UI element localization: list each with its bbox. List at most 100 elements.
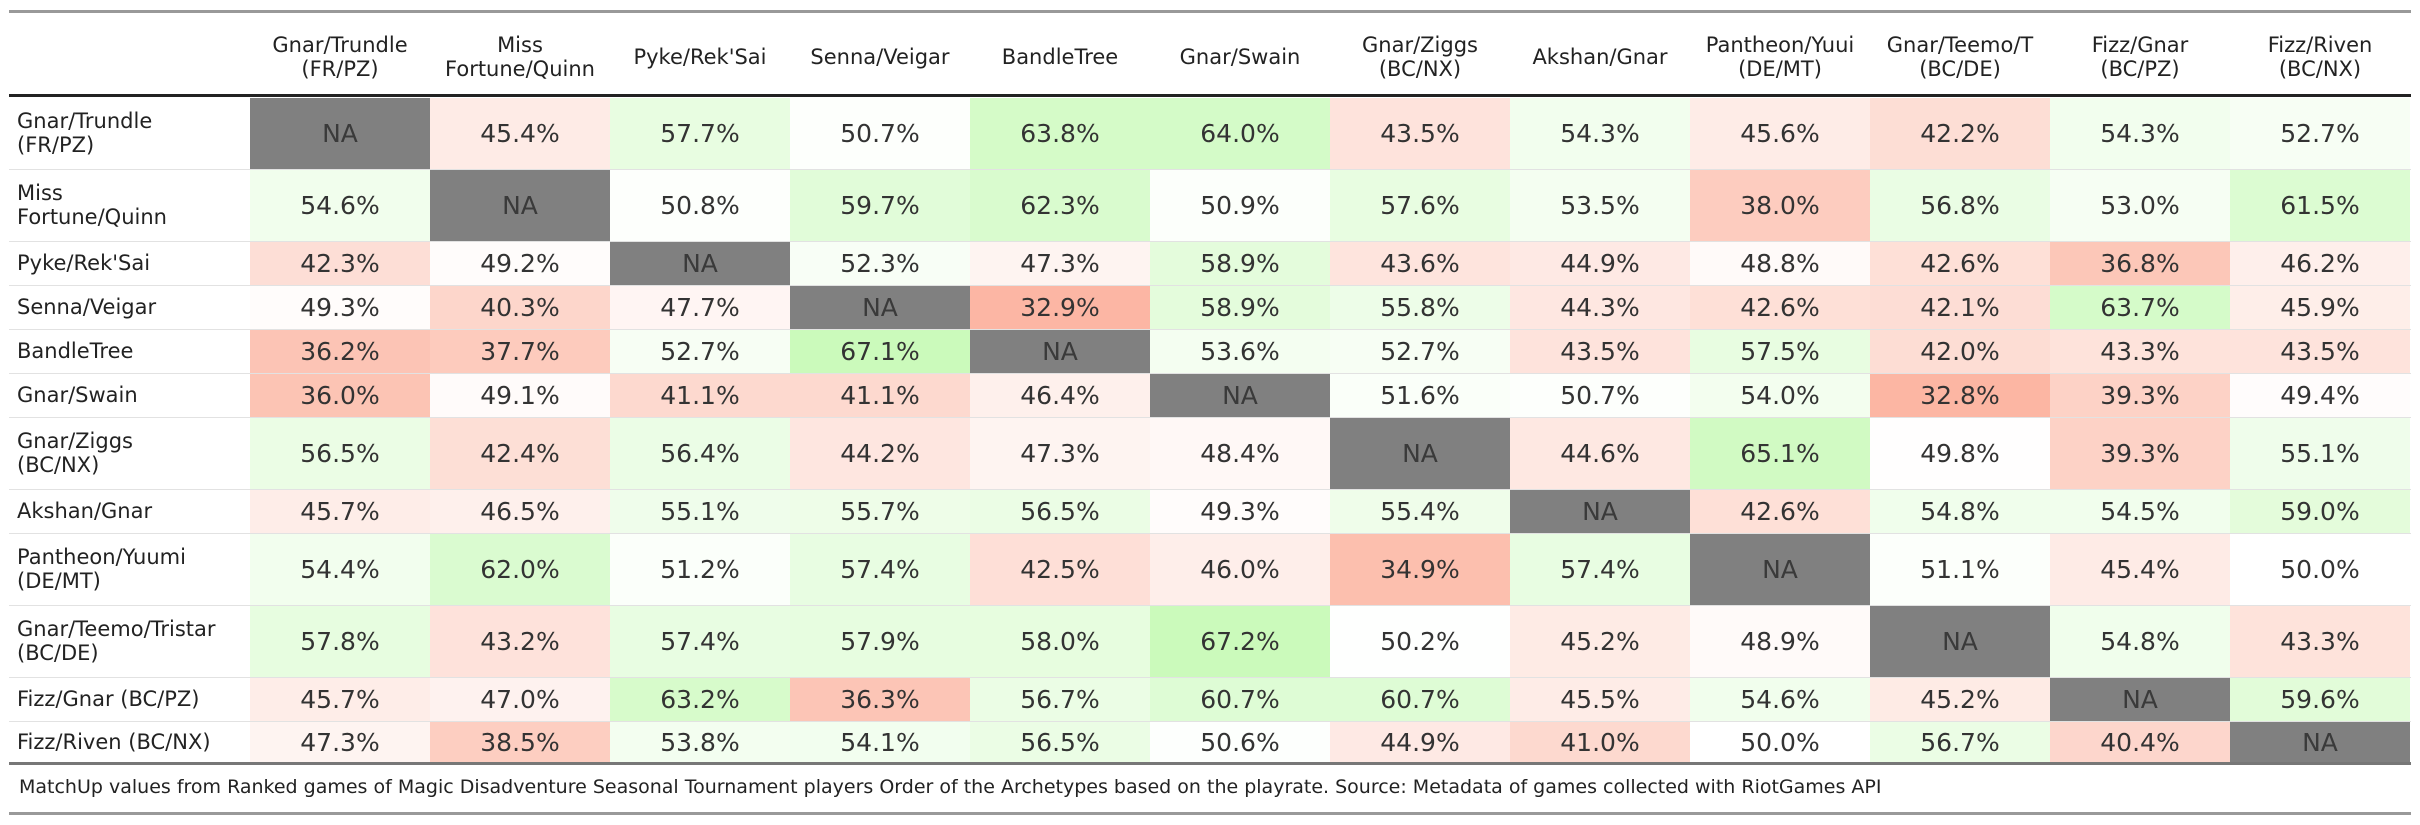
- heatmap-cell: 50.6%: [1150, 722, 1330, 762]
- column-header-fizz-riven-bc-nx: Fizz/Riven (BC/NX): [2267, 33, 2373, 81]
- column-header-bandletree: BandleTree: [1001, 45, 1119, 69]
- heatmap-cell: 56.8%: [1870, 170, 2050, 241]
- heatmap-cell: 67.1%: [790, 330, 970, 373]
- row-divider: [9, 489, 2411, 490]
- heatmap-cell: NA: [2050, 678, 2230, 721]
- heatmap-cell: 57.6%: [1330, 170, 1510, 241]
- source-caption: MatchUp values from Ranked games of Magi…: [19, 776, 1882, 798]
- heatmap-cell: 44.9%: [1330, 722, 1510, 762]
- heatmap-cell: 34.9%: [1330, 534, 1510, 605]
- heatmap-cell: 57.9%: [790, 606, 970, 677]
- row-header-fizz-riven-bc-nx: Fizz/Riven (BC/NX): [17, 729, 211, 754]
- heatmap-cell: 42.6%: [1870, 242, 2050, 285]
- heatmap-cell: NA: [250, 98, 430, 169]
- heatmap-cell: 63.2%: [610, 678, 790, 721]
- heatmap-cell: 53.0%: [2050, 170, 2230, 241]
- heatmap-cell: 47.0%: [430, 678, 610, 721]
- row-header-pyke-rek-sai: Pyke/Rek'Sai: [17, 251, 151, 275]
- heatmap-cell: 42.6%: [1690, 490, 1870, 533]
- column-header-senna-veigar: Senna/Veigar: [810, 45, 950, 69]
- heatmap-cell: 47.3%: [970, 242, 1150, 285]
- header-rule: [9, 94, 2411, 97]
- heatmap-cell: 40.3%: [430, 286, 610, 329]
- heatmap-cell: 42.6%: [1690, 286, 1870, 329]
- heatmap-cell: 46.0%: [1150, 534, 1330, 605]
- heatmap-cell: 44.2%: [790, 418, 970, 489]
- heatmap-cell: NA: [790, 286, 970, 329]
- column-header-miss-fortune-quinn: Miss Fortune/Quinn: [445, 33, 595, 81]
- heatmap-cell: 36.2%: [250, 330, 430, 373]
- row-divider: [9, 677, 2411, 678]
- heatmap-cell: 53.5%: [1510, 170, 1690, 241]
- row-divider: [9, 373, 2411, 374]
- heatmap-cell: 48.8%: [1690, 242, 1870, 285]
- heatmap-cell: 57.7%: [610, 98, 790, 169]
- heatmap-cell: 54.6%: [250, 170, 430, 241]
- heatmap-cell: 43.3%: [2050, 330, 2230, 373]
- heatmap-cell: NA: [2230, 722, 2410, 762]
- row-header-gnar-ziggs-bc-nx: Gnar/Ziggs (BC/NX): [17, 429, 133, 477]
- row-header-pantheon-yuumi-de-mt: Pantheon/Yuumi (DE/MT): [17, 545, 186, 593]
- heatmap-cell: 41.1%: [790, 374, 970, 417]
- heatmap-cell: 43.5%: [2230, 330, 2410, 373]
- heatmap-cell: 57.8%: [250, 606, 430, 677]
- heatmap-cell: 57.4%: [610, 606, 790, 677]
- heatmap-cell: 55.4%: [1330, 490, 1510, 533]
- heatmap-cell: 52.7%: [2230, 98, 2410, 169]
- heatmap-cell: 42.3%: [250, 242, 430, 285]
- heatmap-cell: 67.2%: [1150, 606, 1330, 677]
- heatmap-cell: 63.8%: [970, 98, 1150, 169]
- heatmap-cell: 53.6%: [1150, 330, 1330, 373]
- heatmap-cell: 43.3%: [2230, 606, 2410, 677]
- heatmap-cell: 45.7%: [250, 490, 430, 533]
- heatmap-cell: 62.0%: [430, 534, 610, 605]
- heatmap-cell: 36.3%: [790, 678, 970, 721]
- heatmap-cell: 32.8%: [1870, 374, 2050, 417]
- heatmap-cell: 55.1%: [610, 490, 790, 533]
- heatmap-cell: 50.0%: [2230, 534, 2410, 605]
- heatmap-cell: 39.3%: [2050, 418, 2230, 489]
- heatmap-cell: 32.9%: [970, 286, 1150, 329]
- heatmap-cell: 45.9%: [2230, 286, 2410, 329]
- row-divider: [9, 329, 2411, 330]
- heatmap-cell: 54.8%: [1870, 490, 2050, 533]
- row-header-gnar-teemo-tristar-bc-de: Gnar/Teemo/Tristar (BC/DE): [17, 617, 216, 665]
- heatmap-cell: 65.1%: [1690, 418, 1870, 489]
- heatmap-cell: 54.0%: [1690, 374, 1870, 417]
- heatmap-cell: 56.5%: [970, 722, 1150, 762]
- heatmap-cell: 55.8%: [1330, 286, 1510, 329]
- row-divider: [9, 605, 2411, 606]
- heatmap-cell: 41.1%: [610, 374, 790, 417]
- heatmap-cell: 51.1%: [1870, 534, 2050, 605]
- heatmap-cell: 47.3%: [250, 722, 430, 762]
- heatmap-cell: 55.7%: [790, 490, 970, 533]
- heatmap-cell: 54.6%: [1690, 678, 1870, 721]
- row-header-fizz-gnar-bc-pz: Fizz/Gnar (BC/PZ): [17, 687, 200, 711]
- column-header-pantheon-yuui-de-mt: Pantheon/Yuui (DE/MT): [1705, 33, 1855, 81]
- heatmap-cell: 46.4%: [970, 374, 1150, 417]
- heatmap-cell: 43.2%: [430, 606, 610, 677]
- heatmap-cell: 49.3%: [1150, 490, 1330, 533]
- heatmap-cell: NA: [1870, 606, 2050, 677]
- table-bottom-rule: [9, 762, 2411, 765]
- heatmap-cell: 59.0%: [2230, 490, 2410, 533]
- heatmap-cell: 56.5%: [970, 490, 1150, 533]
- heatmap-cell: 49.8%: [1870, 418, 2050, 489]
- row-divider: [9, 169, 2411, 170]
- heatmap-cell: 39.3%: [2050, 374, 2230, 417]
- heatmap-cell: NA: [970, 330, 1150, 373]
- heatmap-cell: 57.4%: [790, 534, 970, 605]
- heatmap-cell: 60.7%: [1150, 678, 1330, 721]
- heatmap-cell: 50.0%: [1690, 722, 1870, 762]
- heatmap-cell: 42.1%: [1870, 286, 2050, 329]
- heatmap-cell: 59.7%: [790, 170, 970, 241]
- heatmap-cell: 54.3%: [2050, 98, 2230, 169]
- heatmap-cell: 53.8%: [610, 722, 790, 762]
- heatmap-cell: 51.2%: [610, 534, 790, 605]
- heatmap-cell: 50.9%: [1150, 170, 1330, 241]
- heatmap-cell: 55.1%: [2230, 418, 2410, 489]
- column-header-pyke-rek-sai: Pyke/Rek'Sai: [633, 45, 767, 69]
- row-divider: [9, 721, 2411, 722]
- heatmap-cell: 45.5%: [1510, 678, 1690, 721]
